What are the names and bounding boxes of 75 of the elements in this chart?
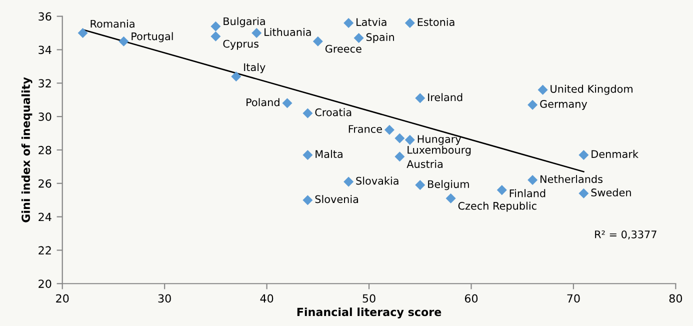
point xyxy=(446,193,456,204)
y-tick-label: 36 xyxy=(38,12,52,21)
annotation: Belgium xyxy=(428,180,469,190)
x-tick-label: 20 xyxy=(56,294,69,303)
point xyxy=(302,195,313,206)
annotation: France xyxy=(348,125,382,133)
point xyxy=(415,180,426,190)
x-tick-label: 60 xyxy=(464,294,478,303)
point xyxy=(231,71,242,82)
annotation: Germany xyxy=(540,100,588,110)
annotation: Poland xyxy=(246,98,280,106)
annotation: Spain xyxy=(366,32,394,44)
point xyxy=(384,124,394,135)
annotation: Croatia xyxy=(315,108,352,116)
point xyxy=(578,150,589,160)
x-axis-title: Financial literacy score xyxy=(297,308,442,318)
y-tick-label: 24 xyxy=(38,212,52,222)
annotation: Latvia xyxy=(356,18,386,26)
point xyxy=(496,185,507,196)
y-tick-label: 34 xyxy=(38,46,52,54)
y-tick-label: 20 xyxy=(38,280,52,288)
point xyxy=(578,188,589,198)
point xyxy=(415,93,426,104)
annotation: Netherlands xyxy=(540,174,603,184)
point xyxy=(528,175,538,186)
annotation: Lithuania xyxy=(264,28,311,36)
y-axis-title: Gini index of inequality xyxy=(21,77,32,222)
annotation: Denmark xyxy=(592,150,638,158)
annotation: United Kingdom xyxy=(550,84,632,95)
annotation: Slovakia xyxy=(356,176,398,185)
point xyxy=(394,133,405,144)
point xyxy=(78,28,88,38)
point xyxy=(210,31,221,42)
annotation: Austria xyxy=(406,160,442,168)
annotation: Czech Republic xyxy=(458,202,536,212)
annotation: Slovenia xyxy=(315,195,358,204)
annotation: Portugal xyxy=(132,32,173,42)
x-tick-label: 40 xyxy=(260,294,274,303)
x-tick-label: 30 xyxy=(158,294,171,303)
annotation: Sweden xyxy=(591,188,631,196)
point xyxy=(344,18,354,28)
annotation: Bulgaria xyxy=(224,17,265,28)
point xyxy=(394,152,405,162)
point xyxy=(404,134,415,145)
y-tick-label: 26 xyxy=(38,179,52,188)
point xyxy=(312,36,323,46)
annotation: Cyprus xyxy=(223,40,258,50)
annotation: Italy xyxy=(244,63,266,74)
point xyxy=(528,100,538,110)
annotation: Hungary xyxy=(418,135,462,145)
y-tick-label: 22 xyxy=(38,246,51,254)
y-tick-label: 32 xyxy=(38,79,51,88)
point xyxy=(302,150,313,160)
x-tick-label: 70 xyxy=(567,294,580,303)
annotation: Luxembourg xyxy=(408,146,471,156)
point xyxy=(252,28,262,38)
point xyxy=(302,108,313,118)
point xyxy=(118,36,129,46)
annotation: Romania xyxy=(90,20,134,28)
point xyxy=(538,84,548,95)
x-tick-label: 80 xyxy=(669,294,682,303)
annotation: Finland xyxy=(510,189,546,198)
y-tick-label: 30 xyxy=(38,112,52,121)
x-tick-label: 50 xyxy=(362,294,376,303)
point xyxy=(404,18,415,28)
point xyxy=(354,33,364,44)
annotation: Greece xyxy=(325,44,362,53)
annotation: Estonia xyxy=(418,18,454,26)
point xyxy=(344,176,354,187)
point xyxy=(282,98,292,108)
y-tick-label: 28 xyxy=(38,146,52,154)
point xyxy=(210,21,221,32)
annotation: R² = 0,3377 xyxy=(595,230,656,240)
annotation: Ireland xyxy=(428,93,462,102)
annotation: Malta xyxy=(316,150,342,158)
